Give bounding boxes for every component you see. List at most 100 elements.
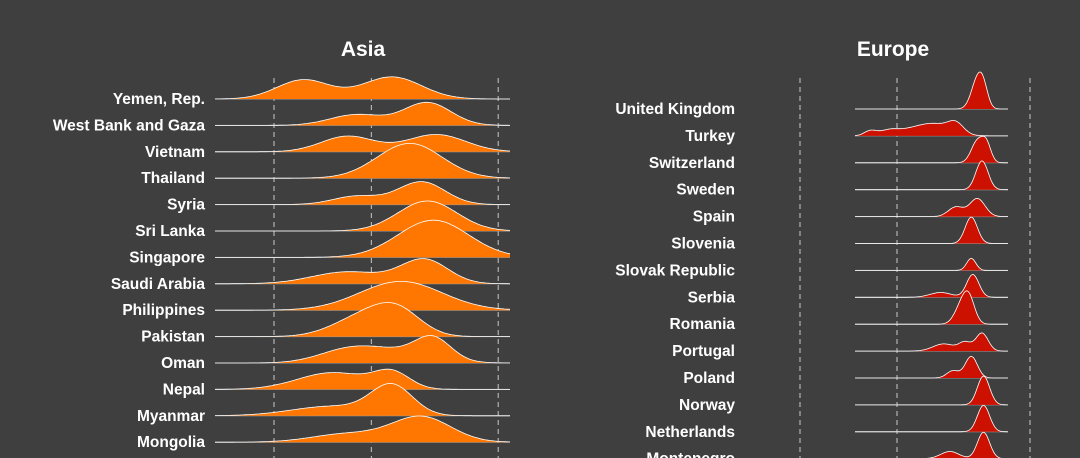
density-area xyxy=(215,335,510,363)
row-label: Switzerland xyxy=(649,155,735,172)
density-outline xyxy=(855,160,1008,191)
density-outline xyxy=(215,101,511,126)
row-label: Netherlands xyxy=(645,424,735,441)
ridge-sweden: Sweden xyxy=(676,160,1008,199)
ridge-pakistan: Pakistan xyxy=(141,302,510,346)
ridge-united-kingdom: United Kingdom xyxy=(615,71,1008,118)
density-area xyxy=(855,198,1008,217)
density-outline xyxy=(215,181,510,205)
ridge-portugal: Portugal xyxy=(672,332,1008,360)
density-outline xyxy=(855,375,1008,406)
density-area xyxy=(855,356,1008,378)
density-area xyxy=(215,302,510,337)
density-area xyxy=(855,136,1008,163)
row-label: Sweden xyxy=(676,182,735,199)
row-label: Yemen, Rep. xyxy=(113,91,205,108)
density-area xyxy=(215,102,510,126)
row-label: Thailand xyxy=(141,170,205,187)
density-outline xyxy=(215,335,510,364)
ridge-netherlands: Netherlands xyxy=(645,405,1008,441)
ridge-romania: Romania xyxy=(670,290,1008,333)
density-area xyxy=(855,217,1008,244)
row-label: Oman xyxy=(161,355,205,372)
density-area xyxy=(215,76,510,99)
row-label: Serbia xyxy=(688,289,736,306)
ridge-thailand: Thailand xyxy=(141,143,510,187)
density-area xyxy=(215,181,510,205)
density-area xyxy=(855,290,1008,325)
density-outline xyxy=(215,258,510,285)
density-area xyxy=(215,258,510,284)
density-outline xyxy=(855,290,1008,325)
row-label: Nepal xyxy=(163,381,205,398)
density-outline xyxy=(855,216,1008,244)
row-label: Syria xyxy=(167,197,205,214)
row-label: Sri Lanka xyxy=(135,223,205,240)
density-area xyxy=(215,134,510,152)
ridge-norway: Norway xyxy=(679,375,1008,414)
density-outline xyxy=(215,219,511,258)
density-outline xyxy=(855,332,1008,352)
row-label: Vietnam xyxy=(145,144,205,161)
ridge-slovak-republic: Slovak Republic xyxy=(615,257,1008,279)
ridge-saudi-arabia: Saudi Arabia xyxy=(111,258,510,293)
ridge-slovenia: Slovenia xyxy=(671,216,1008,253)
density-outline xyxy=(215,134,511,153)
density-outline xyxy=(215,200,511,232)
ridge-switzerland: Switzerland xyxy=(649,135,1008,172)
row-label: Pakistan xyxy=(141,329,205,346)
density-outline xyxy=(855,405,1008,433)
density-area xyxy=(855,72,1008,109)
density-area xyxy=(855,376,1008,405)
density-outline xyxy=(215,382,510,417)
ridge-syria: Syria xyxy=(167,181,510,214)
density-outline xyxy=(215,368,510,390)
ridge-serbia: Serbia xyxy=(688,274,1008,306)
ridge-singapore: Singapore xyxy=(129,219,511,266)
density-outline xyxy=(854,120,1008,137)
density-outline xyxy=(215,415,510,443)
ridge-spain: Spain xyxy=(693,197,1008,226)
density-area xyxy=(215,281,510,311)
density-area xyxy=(215,220,510,258)
row-label: West Bank and Gaza xyxy=(53,117,206,134)
row-label: Poland xyxy=(683,370,735,387)
density-outline xyxy=(215,143,510,179)
density-outline xyxy=(215,76,510,100)
row-label: Montenegro xyxy=(646,451,735,458)
row-label: Philippines xyxy=(122,302,205,319)
row-label: Slovak Republic xyxy=(615,262,735,279)
row-label: Norway xyxy=(679,397,735,414)
row-label: Myanmar xyxy=(137,408,205,425)
row-label: Romania xyxy=(670,316,736,333)
row-label: United Kingdom xyxy=(615,101,735,118)
row-label: Singapore xyxy=(129,249,205,266)
density-area xyxy=(855,332,1008,352)
density-outline xyxy=(855,71,1008,110)
density-outline xyxy=(855,135,1008,164)
row-label: Turkey xyxy=(685,128,735,145)
density-outline xyxy=(215,281,511,311)
row-label: Spain xyxy=(693,209,735,226)
europe-ridges: United Kingdom Turkey Switzerland Sweden Spa… xyxy=(615,71,1008,458)
density-outline xyxy=(855,197,1008,217)
panel-title-asia: Asia xyxy=(341,38,386,61)
density-area xyxy=(855,274,1008,298)
ridge-mongolia: Mongolia xyxy=(137,415,510,451)
density-area xyxy=(930,432,1001,458)
density-outline xyxy=(215,302,510,337)
ridge-oman: Oman xyxy=(161,335,510,372)
europe-reference-lines xyxy=(799,78,1031,458)
density-area xyxy=(855,120,1008,136)
panel-title-europe: Europe xyxy=(857,38,929,61)
density-outline xyxy=(855,257,1008,271)
ridge-yemen-rep: Yemen, Rep. xyxy=(113,76,510,108)
asia-ridges: Yemen, Rep. West Bank and Gaza Vietnam Thai… xyxy=(53,76,511,451)
density-outline xyxy=(855,356,1008,379)
ridge-west-bank-and-gaza: West Bank and Gaza xyxy=(53,101,511,134)
row-label: Slovenia xyxy=(671,236,735,253)
density-area xyxy=(215,383,510,416)
density-area xyxy=(855,160,1008,190)
